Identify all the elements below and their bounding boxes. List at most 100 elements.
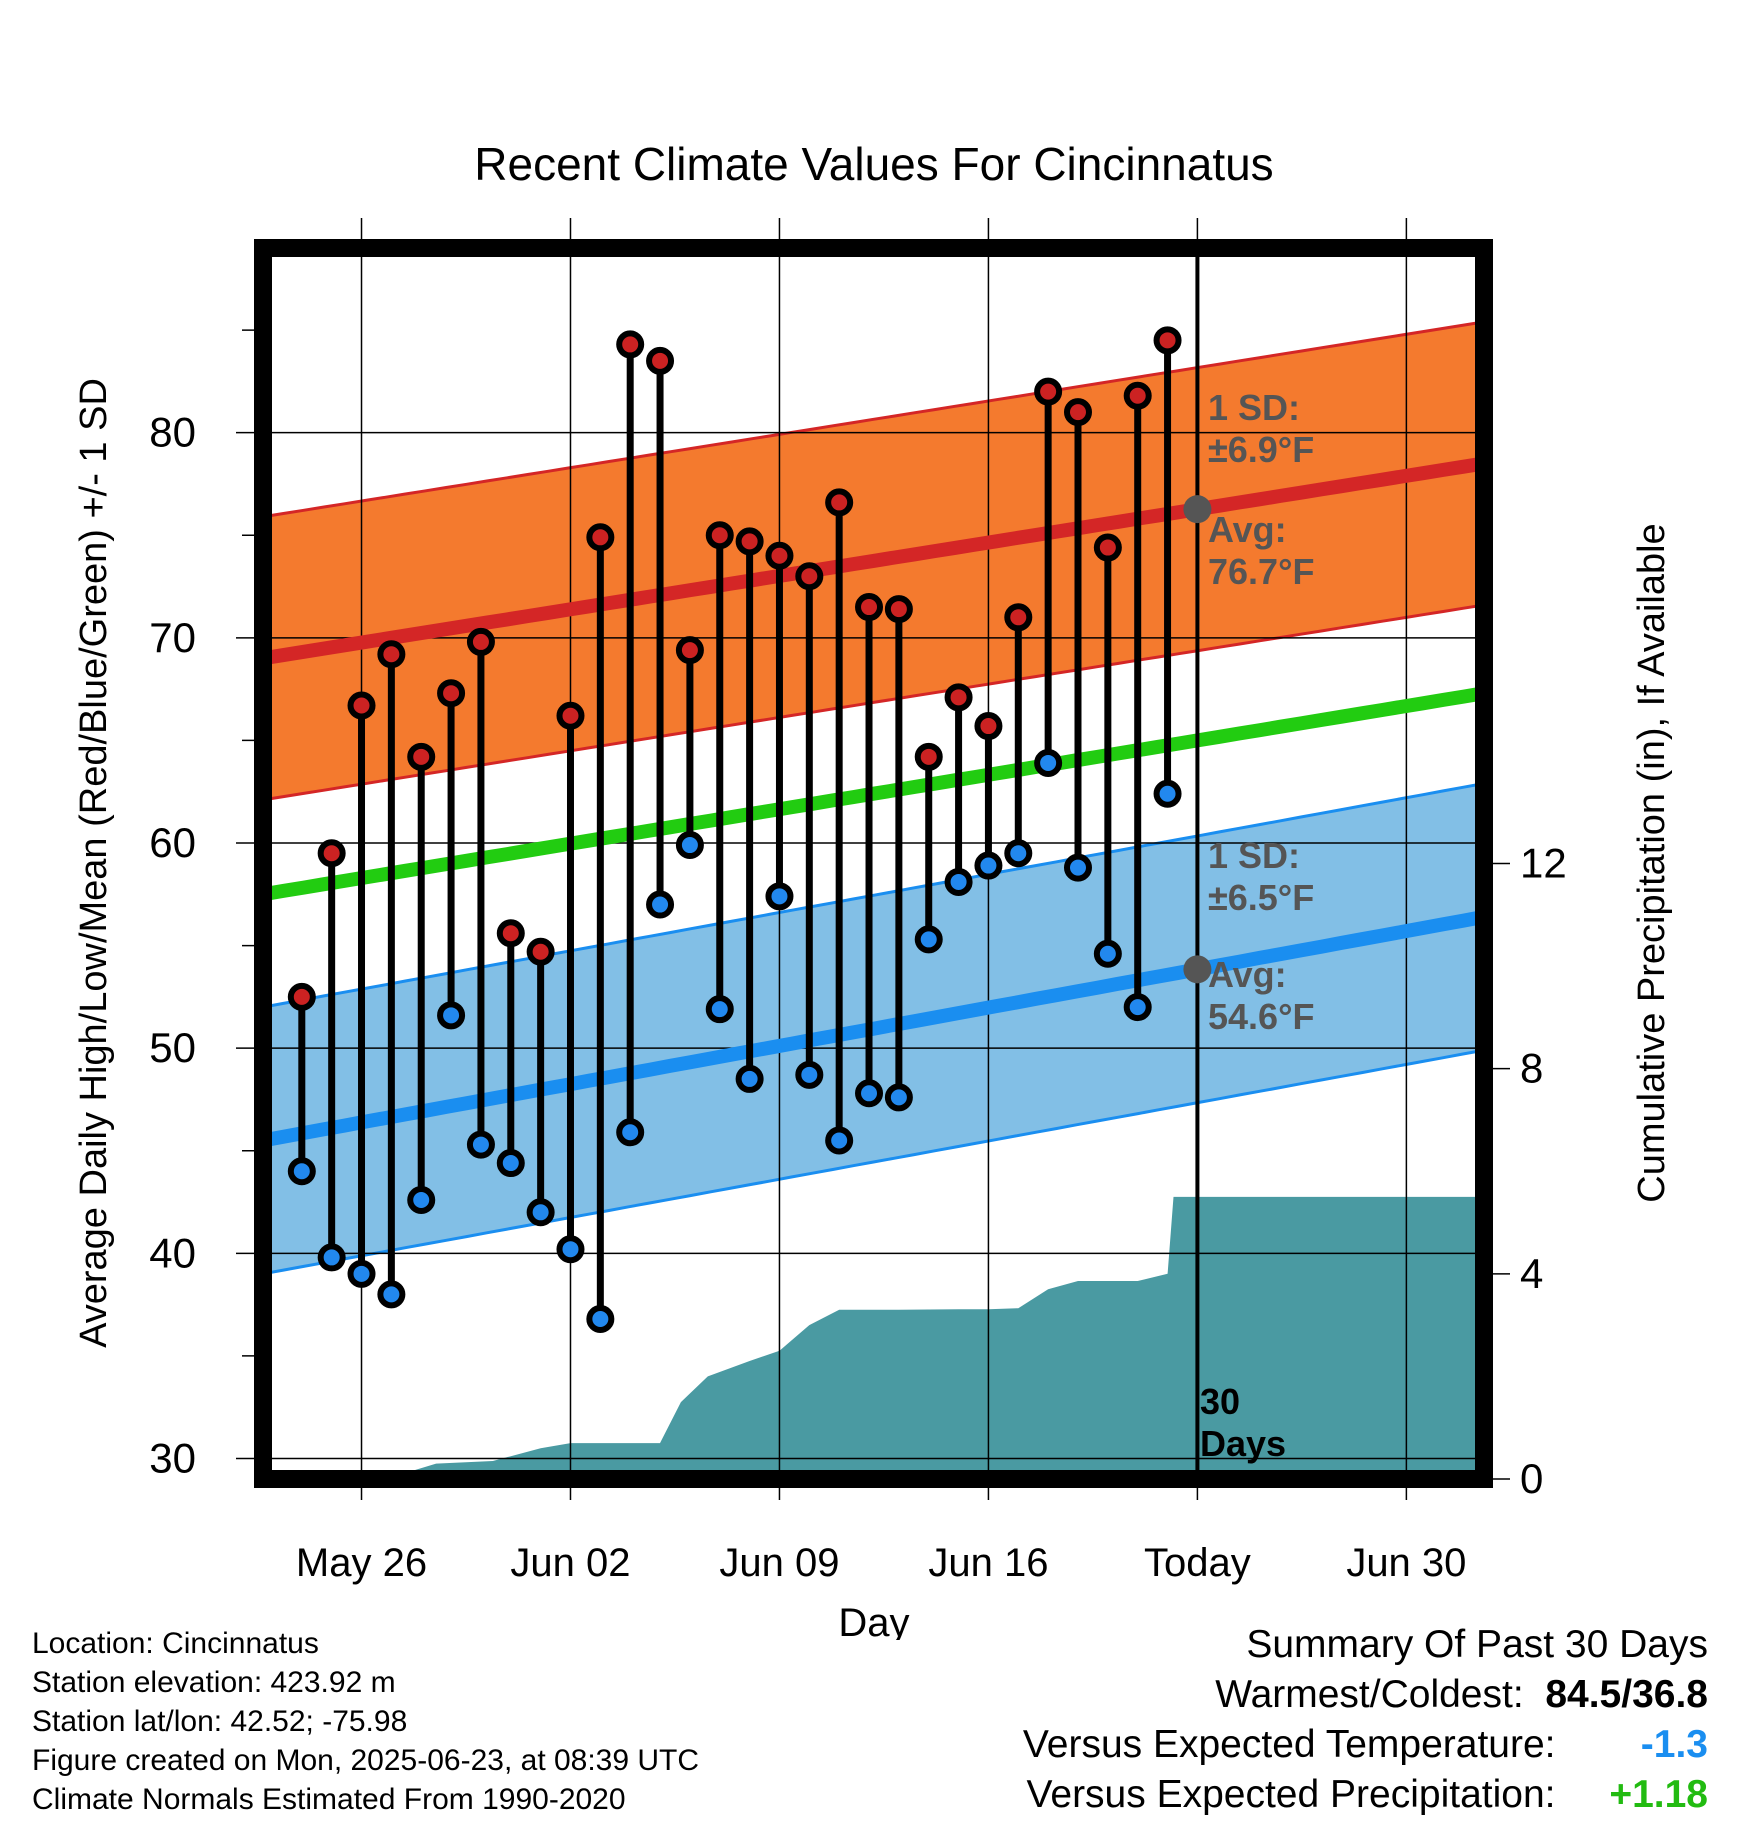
summary-precip-row: Versus Expected Precipitation: +1.18 [1023, 1770, 1708, 1820]
obs-high-point-15 [735, 527, 764, 556]
y-tick-label-60: 60 [149, 819, 196, 866]
obs-high-point-16 [765, 541, 794, 570]
obs-high-point-14 [705, 521, 734, 550]
info-created: Figure created on Mon, 2025-06-23, at 08… [32, 1744, 700, 1777]
obs-low-point-23 [974, 851, 1003, 880]
summary-precip-value: +1.18 [1609, 1773, 1708, 1816]
x-tick-label-4: Today [1144, 1541, 1251, 1585]
summary-temp-row: Versus Expected Temperature: -1.3 [1023, 1720, 1708, 1770]
obs-high-point-10 [586, 523, 615, 552]
obs-high-point-0 [287, 982, 316, 1011]
obs-low-point-22 [944, 867, 973, 896]
obs-low-point-6 [466, 1130, 495, 1159]
y-axis-label: Average Daily High/Low/Mean (Red/Blue/Gr… [73, 378, 115, 1348]
days-label-text: Days [1200, 1423, 1286, 1464]
obs-high-point-5 [437, 679, 466, 708]
obs-high-point-21 [914, 742, 943, 771]
obs-high-point-8 [526, 937, 555, 966]
obs-low-point-29 [1153, 779, 1182, 808]
obs-low-point-13 [675, 831, 704, 860]
obs-high-point-29 [1153, 326, 1182, 355]
low-sd-value: ±6.5°F [1208, 877, 1314, 918]
high-sd-value: ±6.9°F [1208, 429, 1314, 470]
y-tick-label-40: 40 [149, 1229, 196, 1276]
low-avg-value: 54.6°F [1208, 996, 1314, 1037]
info-normals: Climate Normals Estimated From 1990-2020 [32, 1783, 626, 1816]
y-tick-label-50: 50 [149, 1024, 196, 1071]
y2-tick-label-12: 12 [1520, 840, 1567, 887]
obs-low-point-0 [287, 1157, 316, 1186]
obs-high-point-3 [377, 640, 406, 669]
x-tick-label-0: May 26 [296, 1541, 427, 1585]
high-sd-upper-line [263, 320, 1484, 519]
axis-tick-labels: 30 40 50 60 70 80 0 4 8 12 May 26 Jun 02 Jun 09 Jun 1… [149, 409, 1566, 1585]
obs-low-point-28 [1123, 993, 1152, 1022]
days-label-number: 30 [1200, 1381, 1240, 1422]
info-elevation: Station elevation: 423.92 m [32, 1666, 396, 1699]
obs-low-point-10 [586, 1304, 615, 1333]
obs-low-point-1 [317, 1243, 346, 1272]
summary-warmest-value: 84.5/36.8 [1545, 1673, 1708, 1716]
climate-chart: Recent Climate Values For Cincinnatus 1 … [73, 138, 1673, 1640]
obs-high-point-22 [944, 683, 973, 712]
obs-high-point-18 [825, 488, 854, 517]
obs-high-point-24 [1004, 603, 1033, 632]
y2-tick-label-0: 0 [1520, 1455, 1543, 1502]
plot-frame [254, 239, 1493, 1488]
y2-tick-label-8: 8 [1520, 1045, 1543, 1092]
obs-low-point-24 [1004, 839, 1033, 868]
obs-high-point-19 [855, 593, 884, 622]
obs-high-point-7 [496, 919, 525, 948]
low-avg-label: Avg: [1208, 954, 1287, 995]
obs-low-point-16 [765, 882, 794, 911]
cumulative-precip-area [263, 1196, 1484, 1479]
summary-temp-label: Versus Expected Temperature: [1022, 1723, 1556, 1766]
summary-precip-label: Versus Expected Precipitation: [1026, 1773, 1556, 1816]
plot-area [263, 248, 1484, 1479]
obs-low-point-3 [377, 1280, 406, 1309]
obs-low-point-11 [616, 1118, 645, 1147]
obs-low-point-4 [407, 1185, 436, 1214]
y-tick-label-30: 30 [149, 1434, 196, 1481]
obs-high-point-6 [466, 627, 495, 656]
obs-low-point-8 [526, 1198, 555, 1227]
obs-high-point-13 [675, 636, 704, 665]
obs-high-point-17 [795, 562, 824, 591]
obs-low-point-19 [855, 1079, 884, 1108]
obs-low-point-21 [914, 925, 943, 954]
obs-low-point-15 [735, 1064, 764, 1093]
normal-low-line [263, 909, 1484, 1148]
obs-low-point-12 [646, 890, 675, 919]
high-avg-value: 76.7°F [1208, 551, 1314, 592]
obs-low-point-20 [884, 1083, 913, 1112]
summary-panel: Summary Of Past 30 Days Warmest/Coldest:… [1023, 1620, 1708, 1820]
obs-high-point-20 [884, 595, 913, 624]
chart-title: Recent Climate Values For Cincinnatus [474, 138, 1273, 190]
obs-high-point-23 [974, 712, 1003, 741]
obs-high-point-11 [616, 330, 645, 359]
station-info: Location: Cincinnatus Station elevation:… [32, 1624, 699, 1819]
x-tick-label-2: Jun 09 [719, 1541, 839, 1585]
low-sd-label: 1 SD: [1208, 835, 1300, 876]
obs-low-point-9 [556, 1235, 585, 1264]
summary-warmest-row: Warmest/Coldest: 84.5/36.8 [1023, 1670, 1708, 1720]
normal-mean-line [263, 686, 1484, 902]
obs-high-point-2 [347, 691, 376, 720]
low-sd-upper-line [263, 782, 1484, 1009]
obs-high-point-28 [1123, 381, 1152, 410]
x-tick-label-5: Jun 30 [1346, 1541, 1466, 1585]
obs-high-point-9 [556, 701, 585, 730]
obs-high-point-25 [1034, 377, 1063, 406]
obs-high-point-27 [1093, 533, 1122, 562]
obs-high-point-12 [646, 346, 675, 375]
y2-axis-label: Cumulative Precipitation (in), If Availa… [1631, 523, 1673, 1202]
obs-low-point-14 [705, 995, 734, 1024]
obs-low-point-17 [795, 1060, 824, 1089]
low-sd-lower-line [263, 1048, 1484, 1276]
obs-low-point-18 [825, 1126, 854, 1155]
x-axis-label: Day [838, 1601, 909, 1640]
summary-warmest-label: Warmest/Coldest: [1215, 1673, 1524, 1716]
normal-annotations: 1 SD: ±6.9°F Avg: 76.7°F 1 SD: ±6.5°F Av… [1200, 387, 1314, 1464]
obs-low-point-27 [1093, 939, 1122, 968]
x-tick-label-3: Jun 16 [928, 1541, 1048, 1585]
